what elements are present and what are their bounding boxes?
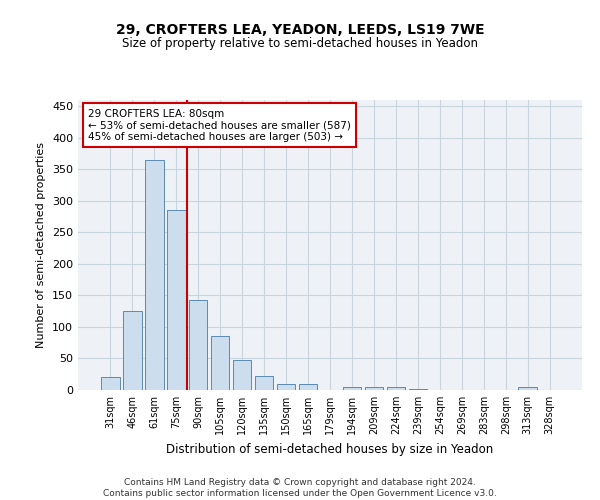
Bar — [167, 210, 185, 390]
Bar — [299, 384, 317, 390]
X-axis label: Distribution of semi-detached houses by size in Yeadon: Distribution of semi-detached houses by … — [166, 442, 494, 456]
Text: Contains HM Land Registry data © Crown copyright and database right 2024.
Contai: Contains HM Land Registry data © Crown c… — [103, 478, 497, 498]
Bar — [518, 388, 537, 390]
Bar — [255, 376, 274, 390]
Bar — [145, 160, 164, 390]
Bar — [277, 384, 295, 390]
Bar — [409, 388, 427, 390]
Text: 29, CROFTERS LEA, YEADON, LEEDS, LS19 7WE: 29, CROFTERS LEA, YEADON, LEEDS, LS19 7W… — [116, 22, 484, 36]
Bar — [233, 360, 251, 390]
Bar — [189, 300, 208, 390]
Bar — [343, 387, 361, 390]
Bar — [211, 336, 229, 390]
Bar — [101, 378, 119, 390]
Bar — [123, 311, 142, 390]
Text: 29 CROFTERS LEA: 80sqm
← 53% of semi-detached houses are smaller (587)
45% of se: 29 CROFTERS LEA: 80sqm ← 53% of semi-det… — [88, 108, 351, 142]
Text: Size of property relative to semi-detached houses in Yeadon: Size of property relative to semi-detach… — [122, 38, 478, 51]
Bar — [365, 387, 383, 390]
Y-axis label: Number of semi-detached properties: Number of semi-detached properties — [37, 142, 46, 348]
Bar — [386, 388, 405, 390]
